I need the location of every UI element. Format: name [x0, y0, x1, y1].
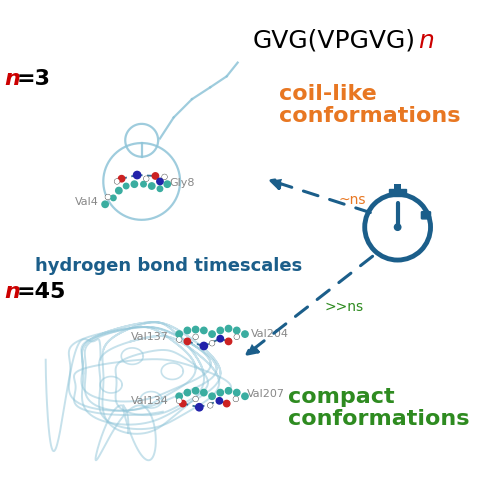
Text: ~ns: ~ns	[338, 192, 366, 206]
Text: n: n	[418, 29, 434, 53]
Circle shape	[164, 181, 170, 188]
Text: >>ns: >>ns	[325, 300, 364, 314]
Circle shape	[394, 224, 401, 230]
Circle shape	[210, 342, 214, 345]
Circle shape	[209, 331, 215, 338]
Circle shape	[157, 186, 163, 192]
Text: n: n	[4, 69, 20, 89]
Text: Val137: Val137	[131, 332, 169, 342]
Circle shape	[216, 398, 223, 404]
Text: conformations: conformations	[288, 409, 469, 429]
Circle shape	[217, 390, 223, 396]
Circle shape	[201, 327, 207, 334]
Circle shape	[115, 180, 119, 184]
Circle shape	[177, 338, 181, 342]
Circle shape	[152, 173, 159, 179]
Circle shape	[242, 393, 248, 400]
Circle shape	[234, 390, 240, 396]
Text: n: n	[4, 282, 20, 302]
Circle shape	[208, 404, 212, 407]
Circle shape	[235, 335, 239, 338]
Circle shape	[144, 177, 148, 180]
Text: Val134: Val134	[131, 396, 169, 406]
Circle shape	[201, 390, 207, 396]
Text: conformations: conformations	[279, 106, 460, 126]
Circle shape	[234, 327, 240, 334]
Text: compact: compact	[288, 387, 395, 407]
Circle shape	[242, 331, 248, 338]
Circle shape	[234, 397, 238, 401]
Circle shape	[116, 188, 122, 194]
Circle shape	[106, 195, 110, 199]
Circle shape	[194, 335, 198, 338]
FancyBboxPatch shape	[421, 212, 431, 219]
Circle shape	[141, 182, 146, 187]
Circle shape	[119, 176, 125, 182]
Circle shape	[223, 400, 230, 407]
Text: =3: =3	[16, 69, 50, 89]
Circle shape	[124, 184, 129, 189]
Text: hydrogen bond timescales: hydrogen bond timescales	[36, 258, 303, 276]
Circle shape	[217, 327, 223, 334]
Circle shape	[176, 331, 182, 338]
Circle shape	[225, 388, 232, 394]
Bar	[394, 184, 401, 190]
Circle shape	[133, 172, 141, 178]
Circle shape	[193, 388, 199, 394]
Circle shape	[184, 327, 191, 334]
Text: GVG(VPGVG): GVG(VPGVG)	[253, 29, 416, 53]
Circle shape	[225, 338, 232, 344]
Circle shape	[194, 397, 198, 401]
Circle shape	[131, 181, 137, 188]
Circle shape	[196, 404, 203, 411]
Circle shape	[193, 326, 199, 332]
Text: Val4: Val4	[75, 196, 99, 206]
Circle shape	[157, 178, 163, 184]
Circle shape	[200, 342, 207, 349]
Circle shape	[184, 390, 191, 396]
Circle shape	[149, 183, 155, 189]
Circle shape	[102, 201, 108, 207]
Circle shape	[177, 399, 181, 402]
Text: coil-like: coil-like	[279, 84, 376, 103]
Circle shape	[209, 393, 215, 400]
Bar	[389, 189, 406, 196]
Circle shape	[225, 326, 232, 332]
Circle shape	[176, 393, 182, 400]
Text: Val207: Val207	[247, 390, 285, 400]
Circle shape	[217, 336, 223, 342]
Circle shape	[163, 175, 166, 178]
Text: Gly8: Gly8	[169, 178, 195, 188]
Text: =45: =45	[16, 282, 66, 302]
Circle shape	[184, 338, 191, 344]
Circle shape	[180, 400, 186, 407]
Text: Val204: Val204	[251, 329, 289, 339]
Circle shape	[111, 195, 116, 200]
